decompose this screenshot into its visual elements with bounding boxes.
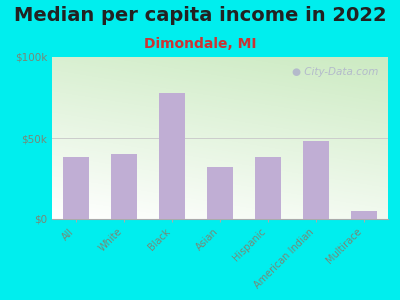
Bar (63, 158, 89, 219)
Bar (111, 154, 137, 219)
Bar (351, 211, 377, 219)
Bar (255, 158, 281, 219)
Bar (207, 167, 233, 219)
Text: ● City-Data.com: ● City-Data.com (292, 67, 378, 77)
Text: Dimondale, MI: Dimondale, MI (144, 38, 256, 52)
Text: Median per capita income in 2022: Median per capita income in 2022 (14, 6, 386, 25)
Bar (159, 93, 185, 219)
Bar (303, 141, 329, 219)
